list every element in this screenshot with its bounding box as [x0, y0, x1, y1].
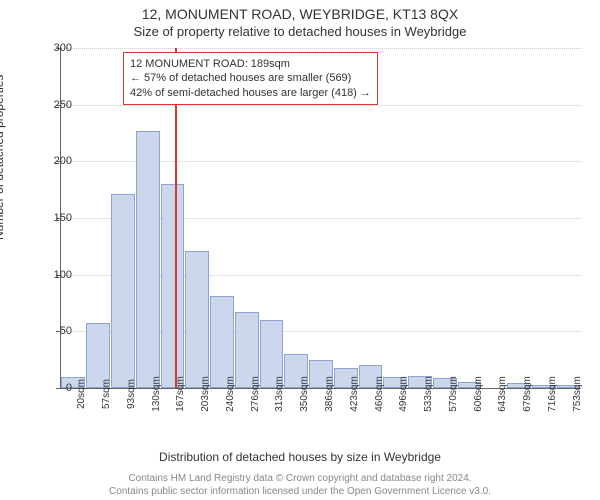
xtick-label: 20sqm: [76, 379, 87, 409]
xtick-label: 679sqm: [522, 376, 533, 412]
xtick-label: 386sqm: [324, 376, 335, 412]
xtick-label: 350sqm: [299, 376, 310, 412]
annotation-box: 12 MONUMENT ROAD: 189sqm← 57% of detache…: [123, 52, 378, 105]
xtick-label: 57sqm: [101, 379, 112, 409]
histogram-bar: [210, 296, 234, 388]
ytick-label: 200: [32, 155, 72, 167]
xtick-label: 460sqm: [374, 376, 385, 412]
xtick-label: 313sqm: [274, 376, 285, 412]
ytick-label: 150: [32, 212, 72, 224]
footer-line-2: Contains public sector information licen…: [0, 486, 600, 497]
histogram-bar: [161, 184, 185, 388]
xtick-label: 496sqm: [398, 376, 409, 412]
plot-area: 12 MONUMENT ROAD: 189sqm← 57% of detache…: [60, 48, 581, 389]
xtick-label: 716sqm: [547, 376, 558, 412]
histogram-bar: [136, 131, 160, 388]
histogram-bar: [185, 251, 209, 388]
xtick-label: 533sqm: [423, 376, 434, 412]
chart-container: 12, MONUMENT ROAD, WEYBRIDGE, KT13 8QX S…: [0, 0, 600, 500]
xtick-label: 93sqm: [126, 379, 137, 409]
xtick-label: 606sqm: [473, 376, 484, 412]
footer-line-1: Contains HM Land Registry data © Crown c…: [0, 473, 600, 484]
ytick-label: 50: [32, 325, 72, 337]
chart-title-sub: Size of property relative to detached ho…: [0, 24, 600, 39]
x-axis-label: Distribution of detached houses by size …: [0, 450, 600, 464]
xtick-label: 276sqm: [250, 376, 261, 412]
ytick-label: 250: [32, 99, 72, 111]
xtick-label: 753sqm: [572, 376, 583, 412]
y-axis-label: Number of detached properties: [0, 75, 6, 240]
xtick-label: 240sqm: [225, 376, 236, 412]
ytick-label: 300: [32, 42, 72, 54]
xtick-label: 203sqm: [200, 376, 211, 412]
annotation-line: 42% of semi-detached houses are larger (…: [130, 86, 371, 100]
xtick-label: 130sqm: [151, 376, 162, 412]
gridline: [61, 48, 581, 49]
chart-title-main: 12, MONUMENT ROAD, WEYBRIDGE, KT13 8QX: [0, 6, 600, 22]
annotation-line: 12 MONUMENT ROAD: 189sqm: [130, 57, 371, 71]
xtick-label: 643sqm: [497, 376, 508, 412]
histogram-bar: [111, 194, 135, 388]
xtick-label: 167sqm: [175, 376, 186, 412]
xtick-label: 423sqm: [349, 376, 360, 412]
annotation-line: ← 57% of detached houses are smaller (56…: [130, 71, 371, 85]
ytick-label: 0: [32, 382, 72, 394]
ytick-label: 100: [32, 269, 72, 281]
xtick-label: 570sqm: [448, 376, 459, 412]
